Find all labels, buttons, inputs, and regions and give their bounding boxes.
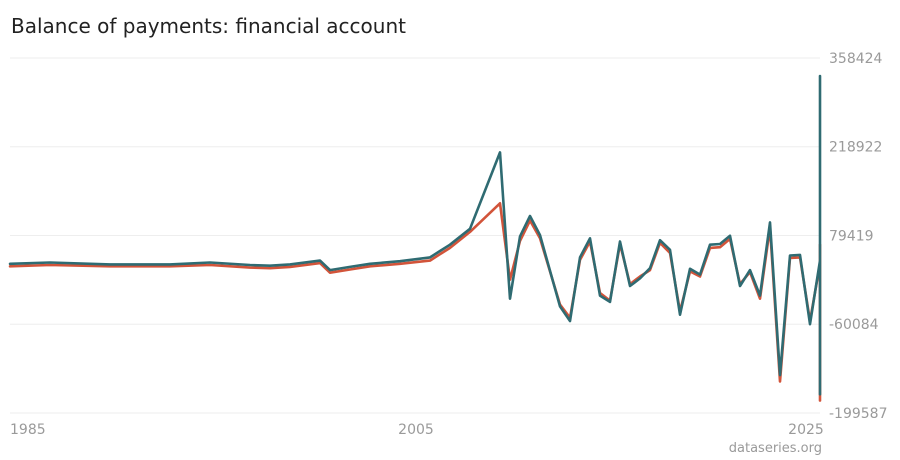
y-tick-label: -60084 [829, 317, 879, 333]
y-tick-labels: 358424 218922 79419 -60084 -199587 [829, 51, 888, 422]
x-tick-labels: 1985 2005 2025 [10, 422, 824, 438]
grid-lines [10, 57, 820, 414]
y-tick-label: 358424 [829, 51, 883, 67]
y-tick-label: 79419 [829, 228, 874, 244]
y-tick-label: 218922 [829, 140, 882, 156]
source-credit: dataseries.org [728, 441, 822, 456]
x-tick-label: 2005 [398, 422, 434, 438]
x-tick-label: 1985 [10, 422, 46, 438]
series-line-2 [8, 74, 822, 396]
x-tick-label: 2025 [788, 422, 824, 438]
y-tick-label: -199587 [829, 406, 888, 422]
chart-title: Balance of payments: financial account [11, 14, 406, 38]
series-lines [8, 74, 822, 402]
series-line-1 [8, 202, 822, 402]
